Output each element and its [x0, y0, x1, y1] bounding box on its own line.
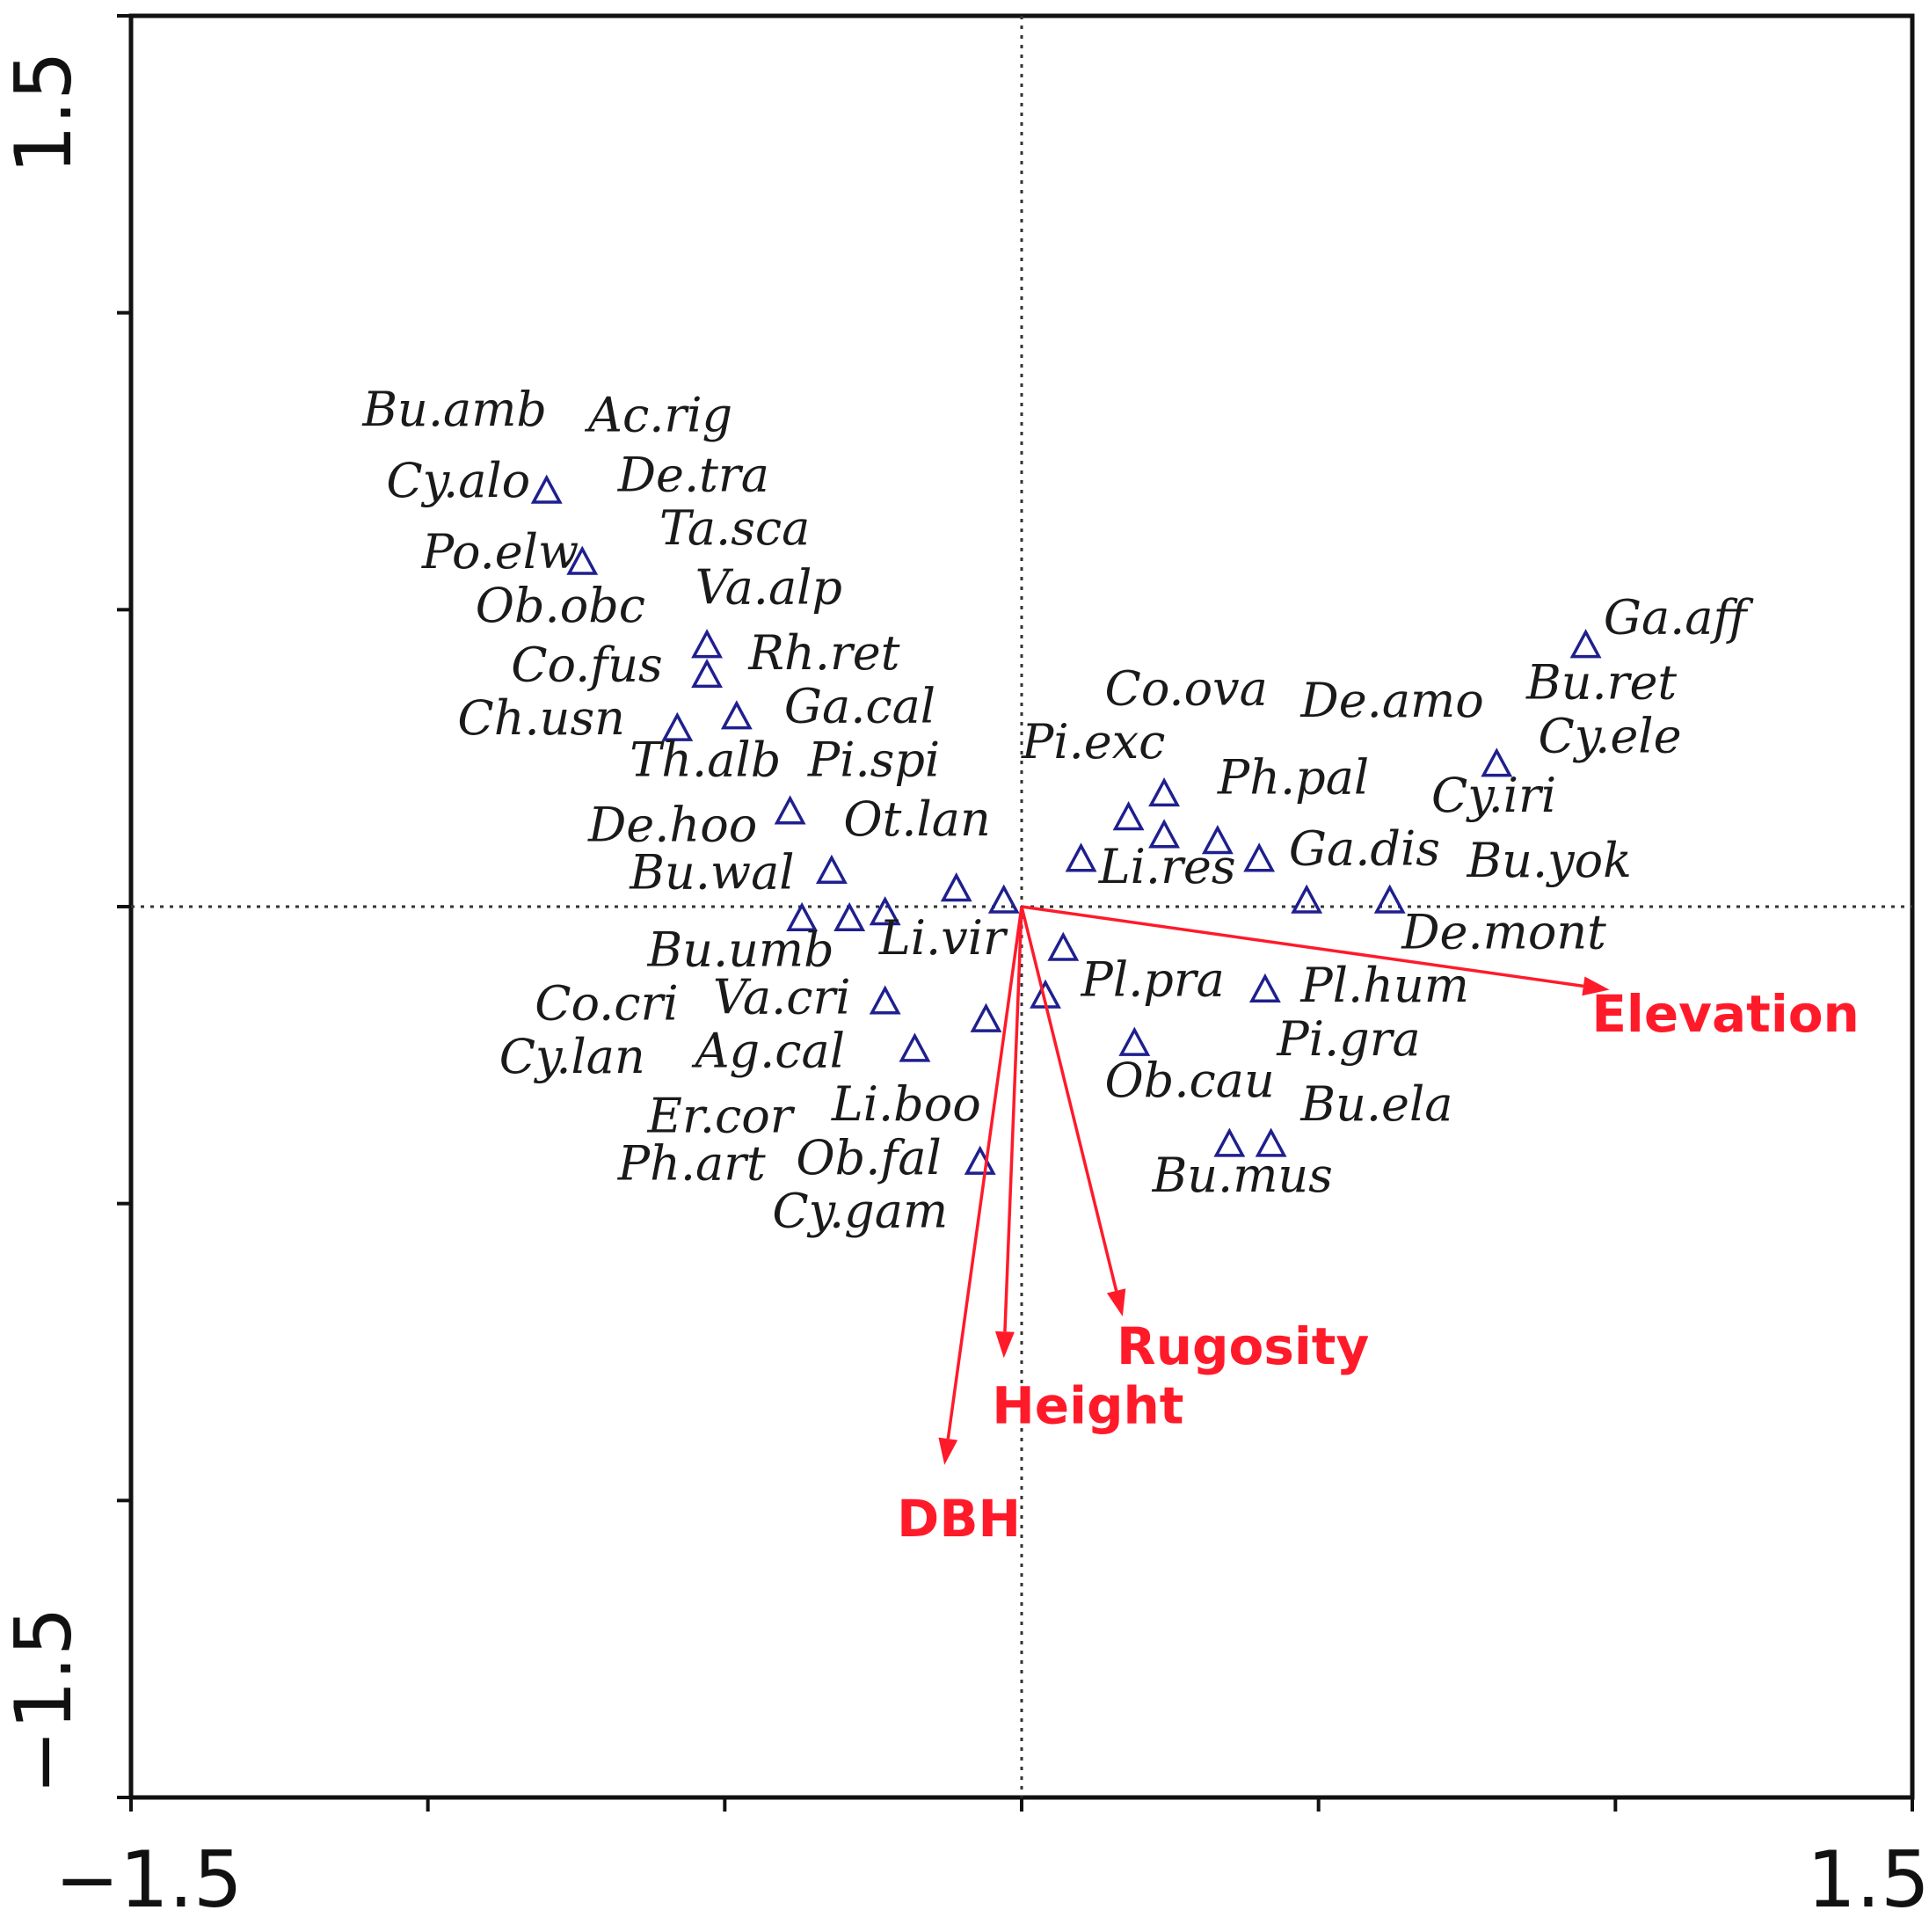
- species-label: Bu.mus: [1152, 1148, 1333, 1203]
- species-label: Pi.spi: [807, 732, 940, 787]
- species-point: [530, 474, 563, 504]
- species-point: [1118, 1026, 1151, 1056]
- species-label: Bu.umb: [647, 922, 834, 978]
- species-point: [1291, 884, 1323, 914]
- species-label: Co.fus: [511, 637, 663, 692]
- tick-labels: −1.5 1.5 1.5 −1.5: [0, 51, 1929, 1925]
- species-label: Po.elw: [421, 524, 579, 580]
- species-label: De.mont: [1401, 904, 1606, 959]
- y-tick-label-max: 1.5: [0, 51, 89, 174]
- species-label: Bu.amb: [361, 382, 547, 437]
- species-point: [1373, 884, 1406, 914]
- species-point: [1047, 931, 1080, 961]
- species-point: [661, 711, 694, 741]
- species-label: Bu.ela: [1299, 1076, 1452, 1132]
- species-point: [833, 901, 866, 932]
- species-point: [964, 1145, 996, 1175]
- species-label: Ta.sca: [659, 500, 810, 556]
- species-points: [530, 474, 1602, 1175]
- species-point: [720, 700, 753, 730]
- species-label: Ph.pal: [1217, 750, 1369, 806]
- species-label: Cy.lan: [499, 1029, 645, 1084]
- species-label: Ob.obc: [476, 578, 645, 633]
- species-label: Er.cor: [647, 1089, 796, 1144]
- species-label: Li.vir: [878, 910, 1008, 966]
- vector-arrowhead: [938, 1437, 958, 1465]
- species-label: Li.boo: [831, 1076, 981, 1132]
- species-label: Ph.art: [617, 1136, 766, 1192]
- species-label: Ac.rig: [584, 388, 732, 443]
- species-label: Va.cri: [713, 970, 851, 1025]
- x-tick-label-max: 1.5: [1807, 1834, 1929, 1925]
- species-label: De.amo: [1299, 673, 1483, 728]
- species-point: [1201, 825, 1234, 855]
- species-label: Ga.aff: [1604, 589, 1754, 645]
- tick-marks: [117, 14, 1914, 1812]
- species-label: Bu.yok: [1467, 833, 1632, 888]
- species-point: [786, 901, 819, 932]
- species-label: Bu.wal: [629, 845, 794, 900]
- vector-arrowhead: [1106, 1288, 1126, 1316]
- species-label: Bu.ret: [1525, 655, 1677, 711]
- species-point: [1213, 1127, 1246, 1157]
- species-label: De.tra: [617, 447, 769, 502]
- species-label: Ga.dis: [1289, 821, 1440, 877]
- species-point: [774, 795, 806, 825]
- species-point: [970, 1002, 1002, 1032]
- species-label: Pl.pra: [1081, 951, 1225, 1007]
- species-label: Li.res: [1098, 839, 1236, 894]
- species-point: [691, 658, 724, 689]
- species-label: Cy.iri: [1431, 768, 1556, 823]
- species-label: De.hoo: [587, 798, 757, 853]
- species-point: [1481, 747, 1513, 777]
- vector-line: [1020, 906, 1118, 1292]
- species-label: Ob.fal: [796, 1130, 941, 1185]
- y-tick-label-min: −1.5: [0, 1607, 89, 1795]
- vector-line: [1003, 906, 1023, 1332]
- x-tick-label-min: −1.5: [55, 1834, 243, 1925]
- species-label: Pi.gra: [1276, 1011, 1420, 1067]
- species-label: Ob.cau: [1105, 1053, 1275, 1108]
- species-point: [1148, 777, 1181, 807]
- species-point: [1148, 819, 1181, 849]
- species-label: Ga.cal: [784, 679, 935, 734]
- species-label: Rh.ret: [747, 625, 899, 681]
- vector-arrowhead: [1582, 976, 1610, 996]
- vector-line: [1021, 905, 1584, 988]
- vector-label: Height: [992, 1376, 1183, 1436]
- vector-label: Rugosity: [1117, 1316, 1369, 1376]
- species-point: [987, 884, 1020, 914]
- species-point: [1065, 842, 1097, 872]
- species-labels: Bu.amb Ac.rig Cy.alo De.tra Po.elw Ta.scaVa.a…: [361, 382, 1753, 1239]
- species-label: Co.ova: [1105, 660, 1268, 716]
- species-label: Pi.exc: [1021, 714, 1165, 769]
- species-point: [869, 896, 901, 926]
- species-point: [899, 1032, 931, 1062]
- species-point: [815, 854, 848, 884]
- species-point: [1243, 842, 1276, 872]
- species-point: [691, 629, 724, 659]
- species-label: Ag.cal: [691, 1023, 845, 1078]
- species-label: Co.cri: [535, 975, 678, 1031]
- species-label: Va.alp: [695, 560, 842, 616]
- species-point: [1248, 973, 1281, 1003]
- vector-label: Elevation: [1591, 984, 1860, 1044]
- species-label: Ch.usn: [457, 690, 625, 746]
- species-point: [869, 985, 901, 1015]
- vector-label: DBH: [897, 1489, 1021, 1549]
- species-label: Th.alb: [630, 732, 781, 787]
- species-label: Cy.ele: [1539, 708, 1682, 763]
- species-point: [940, 872, 972, 902]
- vector-line: [946, 906, 1023, 1440]
- species-label: Cy.gam: [772, 1184, 948, 1239]
- species-point: [1255, 1127, 1287, 1157]
- species-label: Cy.alo: [386, 453, 530, 508]
- species-point: [1569, 629, 1602, 659]
- species-point: [1112, 801, 1145, 831]
- species-label: Ot.lan: [843, 791, 990, 847]
- vector-arrowhead: [994, 1331, 1015, 1359]
- species-point: [566, 545, 599, 575]
